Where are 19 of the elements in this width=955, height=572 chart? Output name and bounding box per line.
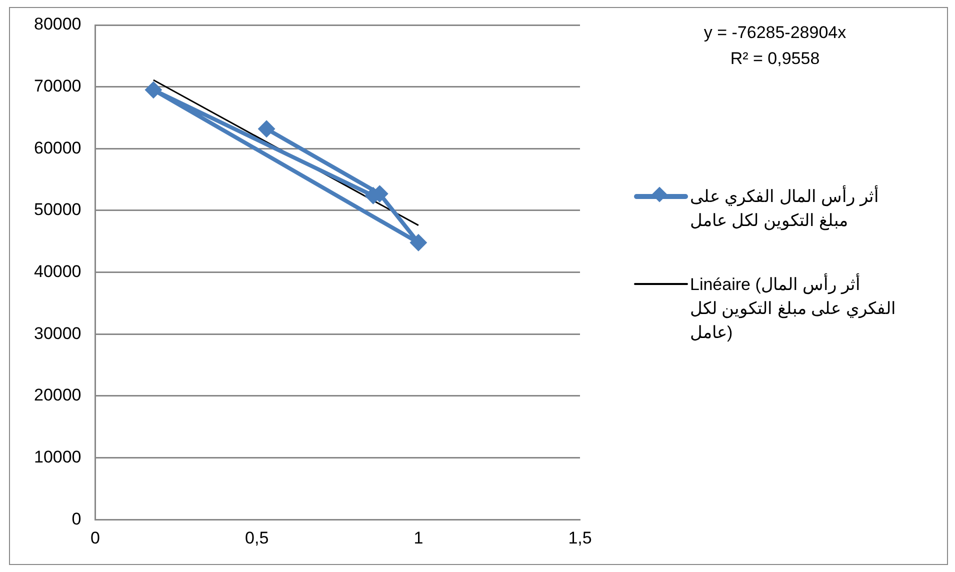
y-tick-label: 30000	[34, 324, 82, 343]
point	[258, 120, 276, 138]
y-tick-label: 70000	[34, 76, 82, 96]
y-tick-label: 60000	[34, 138, 82, 158]
x-tick-label: 1,5	[568, 528, 592, 548]
point	[144, 81, 162, 98]
y-tick-label: 50000	[34, 200, 82, 220]
x-tick-label: 0	[90, 528, 100, 548]
y-tick-label: 10000	[34, 447, 82, 466]
point	[410, 234, 427, 252]
legend-label: أثر رأس المال الفكري على مبلغ التكوين لكل عامل	[690, 185, 880, 232]
y-tick-label: 20000	[34, 386, 82, 405]
y-tick-label: 80000	[34, 14, 82, 34]
y-tick-label: 0	[72, 509, 82, 528]
x-tick-label: 1	[414, 528, 424, 548]
legend-label: Linéaire (أثر رأس المال الفكري على مبلغ التكوين لكل عامل)	[690, 273, 897, 344]
x-tick-label: 0,5	[245, 528, 269, 548]
y-tick-label: 40000	[34, 262, 82, 281]
text: y = -76285-28904x R² = 0,9558	[702, 22, 848, 70]
